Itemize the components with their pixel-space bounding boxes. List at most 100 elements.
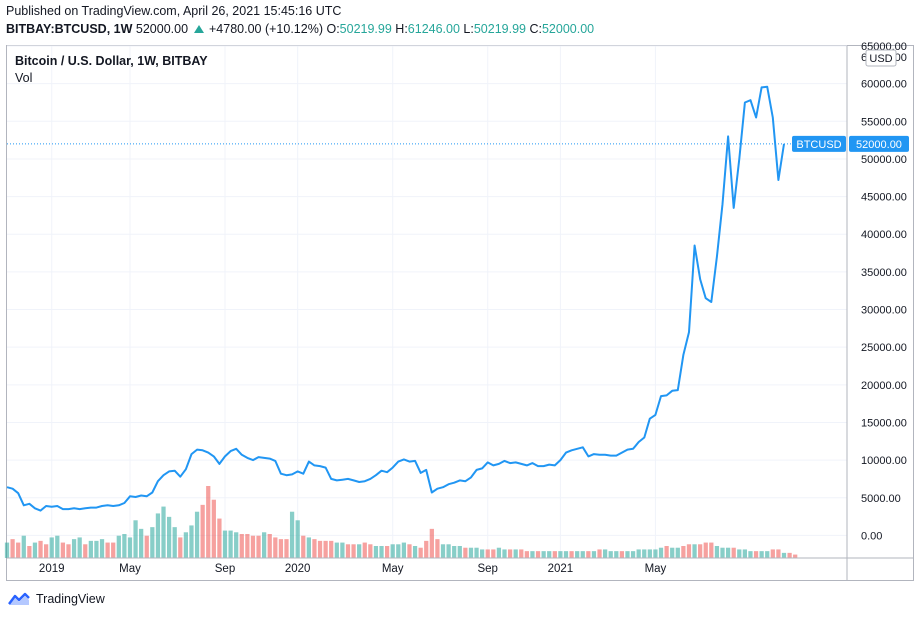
low-value: 50219.99: [473, 22, 526, 36]
volume-bar: [105, 542, 110, 558]
footer-brand[interactable]: TradingView: [8, 592, 105, 606]
volume-bar: [424, 540, 429, 558]
volume-bar: [630, 551, 636, 558]
volume-bar: [664, 546, 669, 558]
volume-bar: [10, 539, 15, 558]
x-tick-label: 2021: [548, 563, 574, 575]
volume-bar: [133, 520, 138, 558]
volume-bar: [563, 551, 569, 558]
volume-bar: [507, 549, 513, 558]
volume-bar: [653, 549, 658, 558]
volume-bars: [4, 486, 798, 558]
volume-bar: [166, 516, 172, 558]
change-value: +4780.00 (+10.12%): [209, 22, 323, 36]
x-tick-label: 2019: [39, 563, 65, 575]
volume-bar: [580, 551, 585, 558]
volume-bar: [692, 544, 697, 558]
volume-bar: [776, 549, 781, 558]
volume-bar: [608, 551, 613, 558]
volume-bar: [66, 544, 71, 558]
volume-bar: [161, 506, 166, 558]
volume-bar: [770, 549, 775, 558]
volume-bar: [60, 542, 66, 558]
volume-bar: [709, 542, 714, 558]
volume-bar: [742, 549, 747, 558]
y-tick-label: 25000.00: [861, 342, 907, 354]
currency-label: USD: [869, 53, 892, 65]
volume-bar: [172, 527, 177, 558]
open-label: O:: [326, 22, 340, 36]
volume-bar: [49, 537, 54, 558]
volume-bar: [16, 542, 21, 558]
volume-bar: [368, 544, 373, 558]
volume-bar: [351, 544, 356, 558]
volume-bar: [88, 540, 93, 558]
volume-bar: [99, 539, 105, 558]
y-tick-label: 40000.00: [861, 229, 907, 241]
volume-bar: [547, 551, 552, 558]
y-tick-label: 50000.00: [861, 154, 907, 166]
y-tick-label: 15000.00: [861, 417, 907, 429]
x-tick-label: Sep: [477, 563, 497, 575]
volume-bar: [116, 535, 121, 558]
price-tag-value: 52000.00: [856, 139, 902, 151]
volume-bar: [625, 551, 630, 558]
volume-bar: [759, 551, 764, 558]
close-value: 52000.00: [135, 22, 189, 36]
volume-bar: [418, 547, 423, 558]
volume-bar: [586, 551, 591, 558]
volume-bar: [284, 539, 289, 558]
high-label: H:: [395, 22, 408, 36]
tradingview-logo-icon: [8, 592, 30, 605]
volume-bar: [278, 539, 284, 558]
volume-bar: [502, 549, 507, 558]
symbol-label: BITBAY:BTCUSD, 1W: [6, 22, 133, 36]
x-tick-label: May: [382, 563, 404, 575]
close-label: C:: [529, 22, 542, 36]
chart-title: Bitcoin / U.S. Dollar, 1W, BITBAY: [15, 54, 208, 68]
volume-bar: [345, 544, 351, 558]
y-tick-label: 5000.00: [861, 493, 901, 505]
price-tag-symbol: BTCUSD: [796, 139, 841, 151]
volume-bar: [32, 542, 38, 558]
published-note: Published on TradingView.com, April 26, …: [6, 4, 342, 18]
volume-bar: [83, 544, 88, 558]
volume-bar: [150, 527, 155, 558]
volume-bar: [21, 535, 26, 558]
volume-bar: [407, 544, 412, 558]
volume-bar: [602, 549, 608, 558]
y-tick-label: 30000.00: [861, 305, 907, 317]
volume-bar: [440, 544, 446, 558]
volume-bar: [289, 511, 295, 558]
volume-bar: [111, 542, 116, 558]
volume-bar: [194, 511, 200, 558]
volume-bar: [787, 552, 792, 558]
volume-bar: [144, 535, 149, 558]
volume-bar: [384, 546, 390, 558]
volume-bar: [256, 535, 261, 558]
brand-name: TradingView: [36, 592, 105, 606]
volume-bar: [234, 532, 239, 558]
volume-bar: [597, 549, 602, 558]
volume-bar: [519, 549, 524, 558]
volume-bar: [468, 547, 474, 558]
volume-bar: [463, 547, 468, 558]
volume-bar: [658, 547, 664, 558]
volume-bar: [714, 546, 720, 558]
volume-bar: [334, 542, 339, 558]
currency-badge[interactable]: USD: [865, 49, 897, 67]
volume-bar: [765, 551, 770, 558]
low-label: L:: [463, 22, 474, 36]
x-tick-label: 2020: [285, 563, 311, 575]
x-tick-label: May: [645, 563, 667, 575]
volume-bar: [513, 549, 518, 558]
volume-bar: [127, 537, 133, 558]
volume-bar: [474, 547, 479, 558]
time-axis: 2019 May Sep 2020 May Sep 2021 May: [39, 563, 667, 575]
volume-bar: [575, 551, 580, 558]
y-tick-label: 10000.00: [861, 455, 907, 467]
volume-bar: [178, 537, 183, 558]
volume-bar: [200, 504, 205, 558]
volume-bar: [642, 549, 647, 558]
